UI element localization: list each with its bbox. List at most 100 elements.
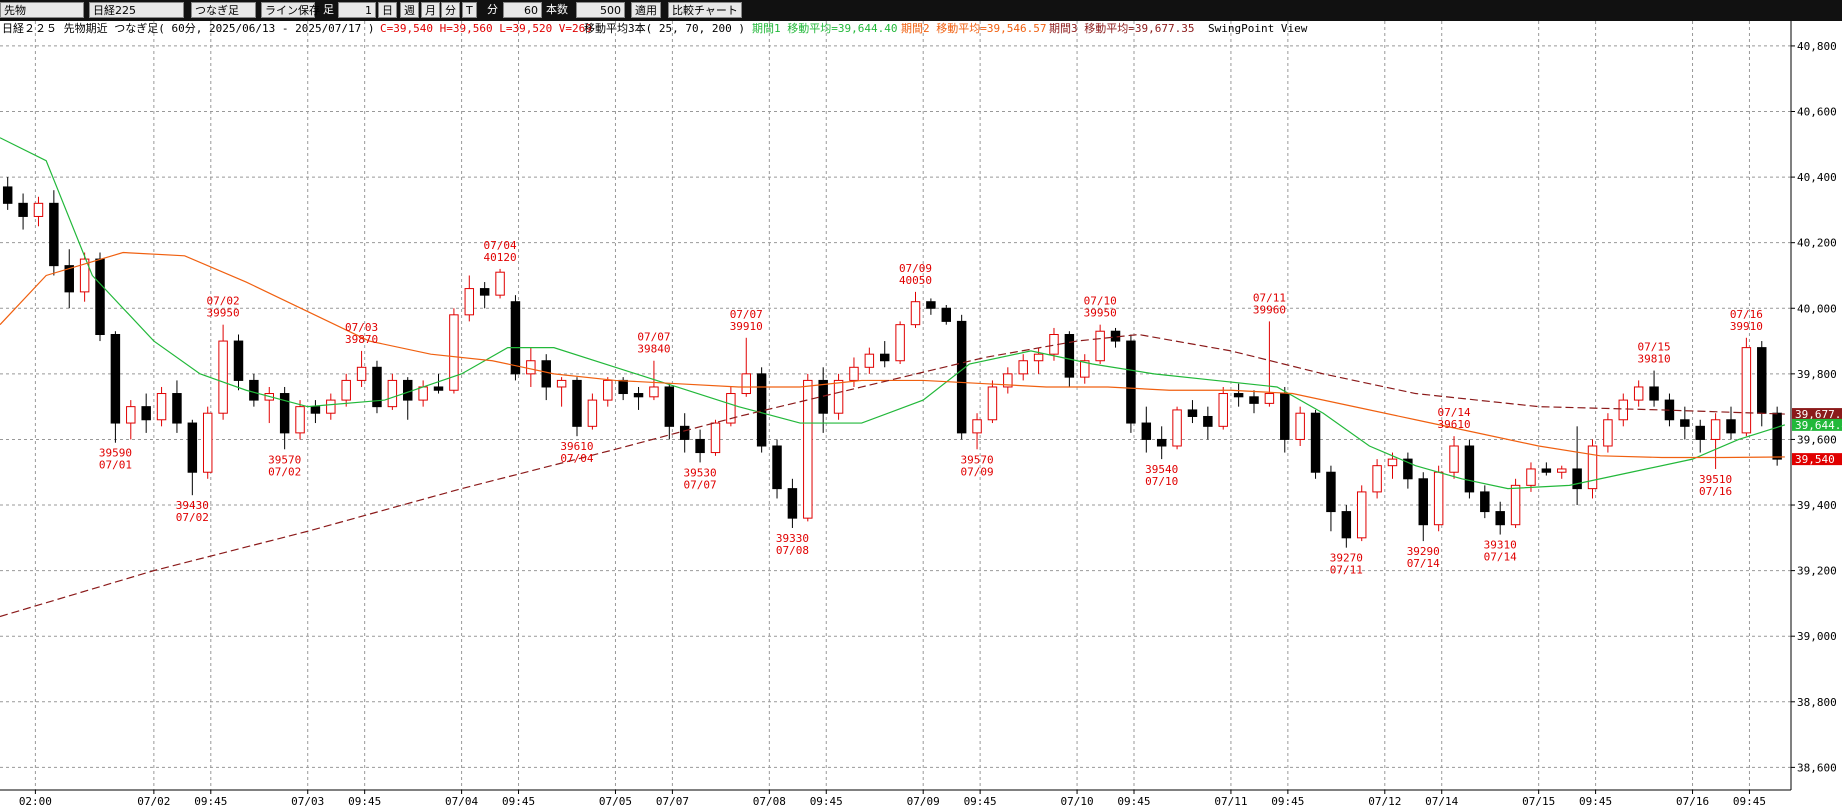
candle-body [141, 406, 151, 421]
compare-button[interactable]: 比較チャート [668, 2, 742, 18]
candle-body [910, 301, 921, 326]
candle-body [1510, 484, 1521, 526]
candle-body [1218, 393, 1228, 427]
swing-date: 07/02 [268, 465, 301, 478]
candle-body [1341, 511, 1352, 539]
count-label: 本数 [546, 3, 568, 16]
interval-input[interactable]: 60 [503, 2, 542, 18]
candle-body [126, 406, 136, 424]
candle-body [1603, 419, 1613, 447]
swing-price: 39610 [1437, 418, 1470, 431]
day-button[interactable]: 日 [378, 2, 397, 18]
swing-price: 39330 [776, 532, 809, 545]
header-ma2: 期間2 移動平均=39,546.57 [901, 21, 1046, 35]
candle-body [18, 202, 28, 217]
candle-body [556, 379, 567, 388]
count-input[interactable]: 500 [576, 2, 625, 18]
y-tick-label: 40,600 [1797, 106, 1837, 119]
candle-body [295, 406, 305, 434]
swing-price: 39810 [1637, 353, 1670, 366]
candle-body [1156, 438, 1167, 447]
chart: 日経２２５ 先物期近 つなぎ足( 60分, 2025/06/13 - 2025/… [0, 21, 1842, 810]
swing-date: 07/07 [684, 478, 717, 491]
price-tag [1792, 418, 1842, 431]
swing-date: 07/11 [1253, 291, 1286, 304]
candle-body [618, 379, 628, 395]
candle-body [833, 379, 844, 414]
swing-price: 39570 [960, 453, 993, 466]
candle-body [172, 393, 182, 424]
candle-body [433, 386, 444, 391]
candle-body [603, 379, 613, 401]
y-tick-label: 40,200 [1797, 237, 1837, 250]
x-tick-label: 09:45 [1271, 795, 1304, 808]
swing-date: 07/07 [730, 308, 763, 321]
candle-body [1572, 468, 1582, 490]
candle-body [1095, 330, 1105, 362]
price-tag-label: 39,540 [1795, 453, 1835, 466]
week-button[interactable]: 週 [400, 2, 419, 18]
candle-body [1695, 425, 1705, 440]
swing-date: 07/01 [99, 459, 132, 472]
candle-body [710, 422, 721, 454]
candle-body [726, 393, 736, 424]
x-tick-label: 09:45 [1117, 795, 1150, 808]
candle-body [1264, 393, 1275, 404]
candle-body [1033, 353, 1044, 362]
mode-select[interactable]: つなぎ足 [191, 2, 256, 18]
candle-body [233, 340, 244, 381]
symbol-select[interactable]: 日経225 [89, 2, 184, 18]
candle-body [1418, 478, 1428, 526]
candle-body [64, 265, 74, 293]
candle-body [1649, 386, 1659, 401]
y-tick-label: 39,000 [1797, 630, 1837, 643]
y-tick-label: 39,400 [1797, 499, 1837, 512]
candle-body [356, 366, 367, 381]
swing-date: 07/10 [1145, 475, 1178, 488]
price-tag-label: 39,644.40 [1795, 419, 1842, 432]
swing-price: 39610 [560, 440, 593, 453]
candle-body [479, 288, 490, 296]
bar-count-input[interactable]: 1 [338, 2, 376, 18]
candle-body [1003, 373, 1013, 388]
header-ma-title: 移動平均3本( 25, 70, 200 ) [584, 21, 745, 35]
swing-date: 07/09 [960, 465, 993, 478]
candle-body [1141, 422, 1152, 440]
candle-body [156, 393, 167, 421]
candle-body [1587, 445, 1598, 490]
candle-body [1295, 412, 1305, 440]
apply-button[interactable]: 適用 [631, 2, 661, 18]
minute-button[interactable]: 分 [441, 2, 460, 18]
swing-price: 39590 [99, 447, 132, 460]
moving-average [0, 137, 1786, 490]
candle-body [403, 379, 413, 401]
y-tick-label: 39,800 [1797, 368, 1837, 381]
minute-unit: 分 [487, 3, 498, 16]
candle-body [1280, 393, 1290, 440]
swing-price: 39570 [268, 453, 301, 466]
swing-date: 07/04 [560, 452, 593, 465]
candle-body [49, 202, 59, 267]
tick-button[interactable]: T [462, 2, 477, 18]
swing-date: 07/02 [207, 295, 240, 308]
swing-date: 07/14 [1407, 557, 1440, 570]
candle-body [664, 386, 675, 427]
y-tick-label: 38,800 [1797, 696, 1837, 709]
swing-price: 39950 [1084, 307, 1117, 320]
header-ma1: 期間1 移動平均=39,644.40 [752, 21, 897, 35]
candle-body [1310, 412, 1321, 473]
swing-date: 07/11 [1330, 564, 1363, 577]
swing-price: 39540 [1145, 463, 1178, 476]
candle-body [1387, 458, 1398, 467]
swing-date: 07/09 [899, 262, 932, 275]
candle-body [1480, 491, 1490, 513]
swing-price: 39270 [1330, 552, 1363, 565]
candle-body [1757, 347, 1767, 414]
candle-body [695, 438, 705, 454]
market-select[interactable]: 先物 [0, 2, 84, 18]
month-button[interactable]: 月 [421, 2, 440, 18]
price-tag-label: 39,677.35 [1795, 408, 1842, 421]
candle-body [741, 373, 751, 395]
save-button[interactable]: ライン保存 [261, 2, 320, 18]
candle-body [95, 258, 105, 336]
